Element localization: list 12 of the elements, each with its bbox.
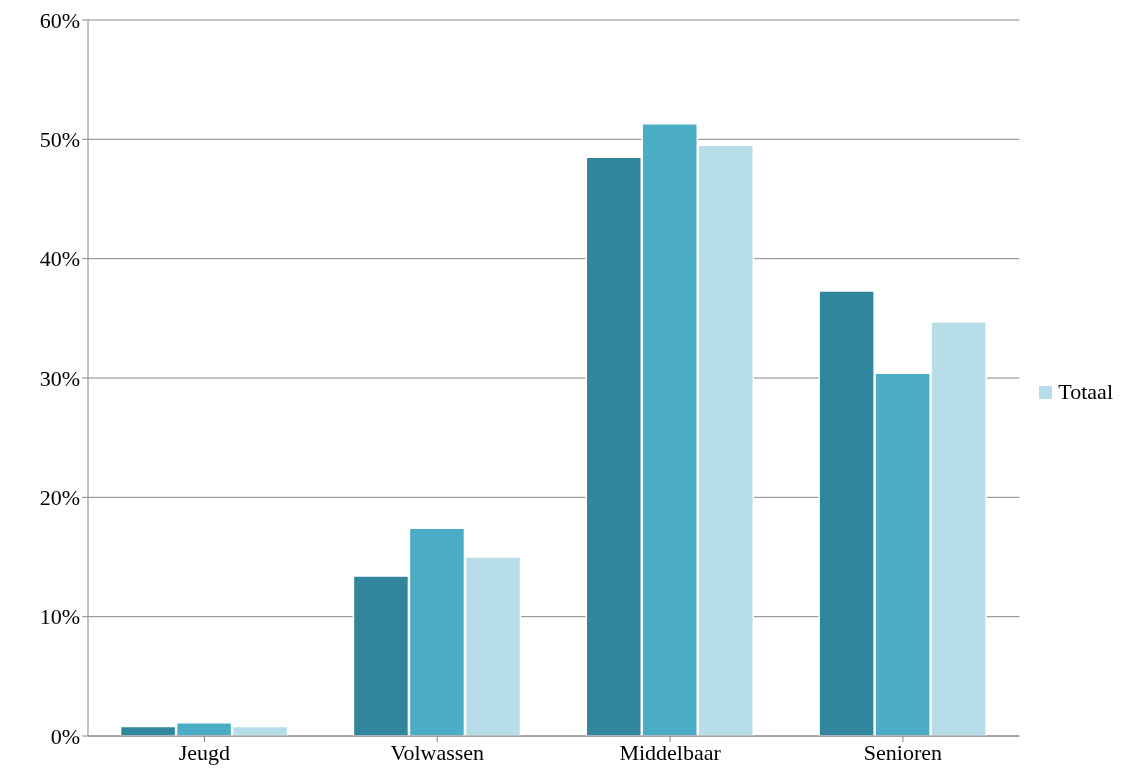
- x-tick-label: Jeugd: [178, 739, 231, 765]
- legend-label: Totaal: [1058, 379, 1113, 405]
- y-tick-label: 30%: [39, 365, 80, 391]
- x-tick-label: Senioren: [863, 739, 943, 765]
- y-tick-label: 20%: [39, 485, 80, 511]
- x-tick-label: Middelbaar: [619, 739, 722, 765]
- y-tick-label: 60%: [39, 7, 80, 33]
- y-tick-label: 50%: [39, 127, 80, 153]
- x-tick-label: Volwassen: [390, 739, 485, 765]
- y-tick-label: 10%: [39, 604, 80, 630]
- y-tick-label: 40%: [39, 246, 80, 272]
- y-tick-label: 0%: [50, 723, 80, 749]
